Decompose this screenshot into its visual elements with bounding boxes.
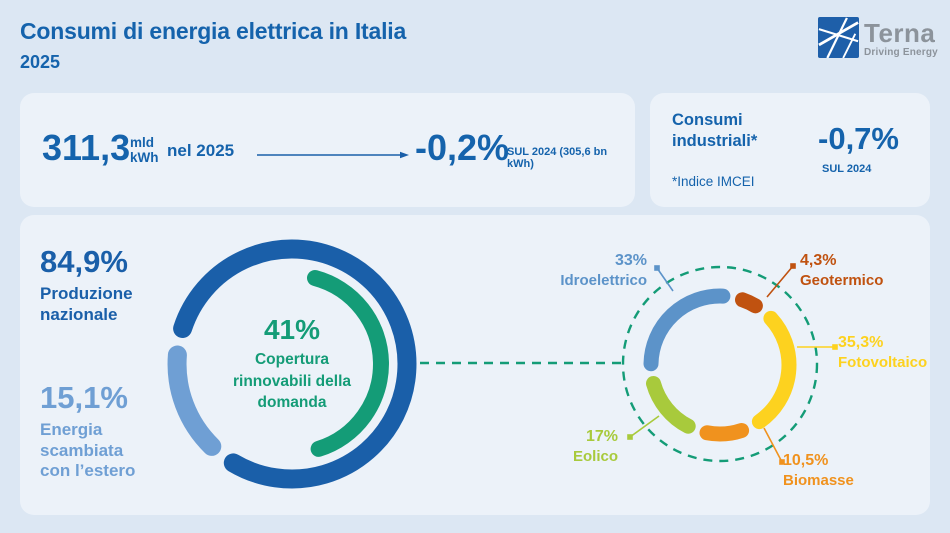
mix-idroelettrico-value: 33% <box>614 252 647 269</box>
mix-label-idroelettrico: 33% Idroelettrico <box>560 251 647 291</box>
industrial-card: Consumi industriali* *Indice IMCEI -0,7%… <box>650 93 930 207</box>
header: Consumi di energia elettrica in Italia 2… <box>20 18 406 73</box>
consumption-period: nel 2025 <box>167 141 235 160</box>
terna-tagline: Driving Energy <box>864 47 938 58</box>
consumption-delta-note: SUL 2024 (305,6 bn kWh) <box>507 146 608 170</box>
mix-eolico-name: Eolico <box>572 448 618 465</box>
industrial-delta-note: SUL 2024 <box>822 163 872 175</box>
renewables-coverage-label: Copertura rinnovabili della domanda <box>233 351 351 411</box>
stat-national-production: 84,9% Produzione nazionale <box>40 243 133 325</box>
page-title: Consumi di energia elettrica in Italia <box>20 18 407 44</box>
donut-charts-canvas <box>167 239 838 489</box>
consumption-value: 311,3 <box>42 127 131 168</box>
consumption-delta: -0,2% <box>415 127 510 168</box>
mix-label-biomasse: 10,5% Biomasse <box>783 451 854 491</box>
mix-label-fotovoltaico: 35,3% Fotovoltaico <box>838 333 927 373</box>
industrial-title: Consumi industriali* <box>672 111 758 150</box>
renewables-coverage-center: 41% Copertura rinnovabili della domanda <box>212 314 372 414</box>
mix-label-eolico: 17% Eolico <box>573 427 618 467</box>
stat-national-value: 84,9% <box>40 244 128 279</box>
stat-foreign-label: Energia scambiata con l’estero <box>40 420 136 480</box>
terna-logo: Terna Driving Energy <box>818 17 938 58</box>
mix-label-geotermico: 4,3% Geotermico <box>800 251 883 291</box>
mix-eolico-value: 17% <box>585 428 618 445</box>
consumption-unit: mld kWh <box>130 135 159 165</box>
terna-brand: Terna <box>864 18 936 48</box>
stat-foreign-exchange: 15,1% Energia scambiata con l’estero <box>40 379 135 482</box>
industrial-footnote: *Indice IMCEI <box>672 174 755 189</box>
mix-fotovoltaico-name: Fotovoltaico <box>838 354 928 371</box>
stat-national-label: Produzione nazionale <box>40 284 133 324</box>
industrial-delta: -0,7% <box>818 121 899 156</box>
mix-biomasse-value: 10,5% <box>783 452 829 469</box>
terna-logo-mark-icon <box>818 17 859 58</box>
mix-fotovoltaico-value: 35,3% <box>838 334 884 351</box>
page-year: 2025 <box>20 52 61 72</box>
mix-idroelettrico-name: Idroelettrico <box>560 272 647 289</box>
mix-geotermico-name: Geotermico <box>800 272 884 289</box>
energy-balance-card: 84,9% Produzione nazionale 15,1% Energia… <box>20 215 930 515</box>
stat-foreign-value: 15,1% <box>40 380 128 415</box>
terna-logo-text: Terna Driving Energy <box>864 20 938 58</box>
mix-geotermico-value: 4,3% <box>800 252 837 269</box>
trend-arrow-icon <box>257 151 409 159</box>
mix-biomasse-name: Biomasse <box>783 472 854 489</box>
consumption-card: 311,3 mld kWh nel 2025 -0,2% SUL 2024 (3… <box>20 93 635 207</box>
renewables-coverage-value: 41% <box>263 314 321 345</box>
